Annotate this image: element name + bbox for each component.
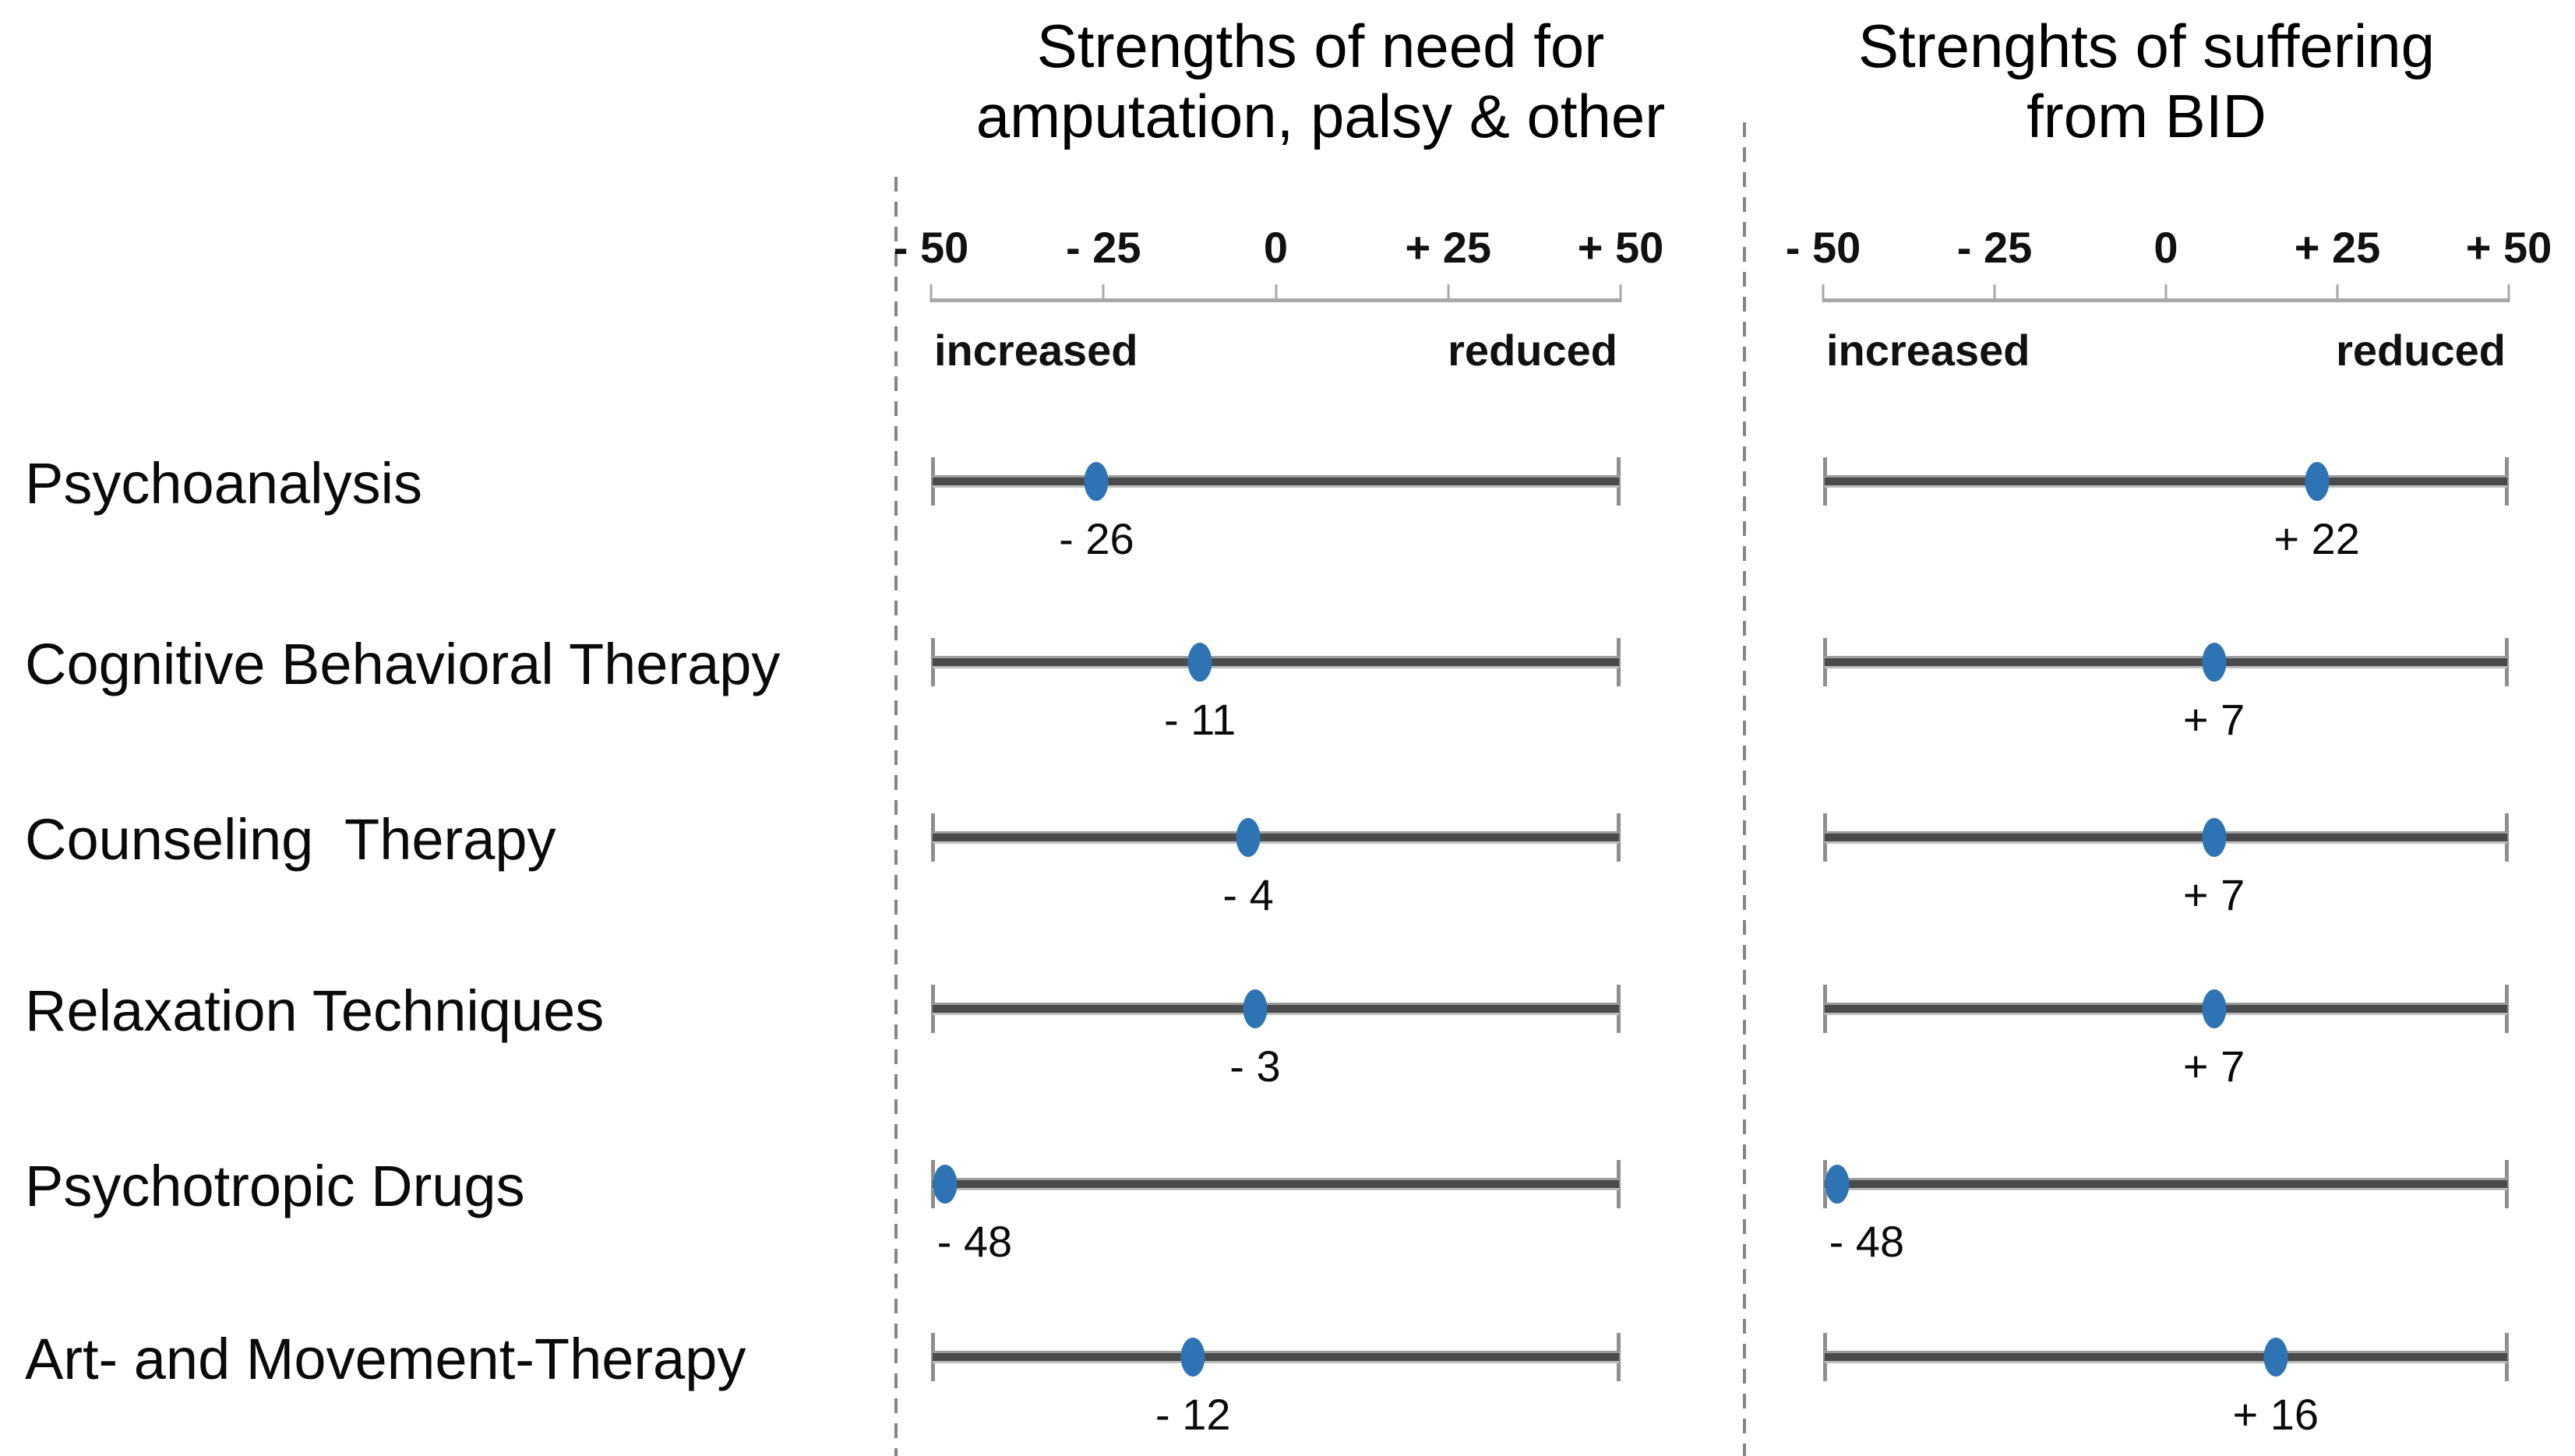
data-point-marker (2263, 1338, 2288, 1377)
data-track: - 48 (1823, 1160, 2509, 1266)
data-value-label: + 7 (2182, 695, 2245, 744)
data-point-marker (2305, 462, 2330, 501)
data-point-marker (2202, 818, 2227, 857)
category-label-relaxation: Relaxation Techniques (25, 978, 605, 1043)
data-value-label: - 48 (937, 1217, 1013, 1266)
panel-left-axis: - 50 - 25 0 + 25 + 50 increased reduced (894, 222, 1664, 386)
axis-tick-label: 0 (1263, 223, 1289, 272)
data-point-marker (1236, 818, 1261, 857)
dashed-separator-left (894, 177, 898, 1456)
axis-tick-label: + 25 (2294, 223, 2381, 272)
dashed-separator-middle (1743, 122, 1746, 1456)
data-track: - 3 (931, 985, 1621, 1091)
panel-left-title-line2: amputation, palsy & other (975, 82, 1666, 150)
track-line (933, 478, 1619, 485)
track-line (1825, 658, 2507, 666)
track-line (1825, 1180, 2507, 1188)
axis-tick-label: + 50 (1577, 223, 1664, 272)
track-line (1825, 1353, 2507, 1361)
axis-tick-label: 0 (2153, 223, 2178, 272)
track-line (1825, 478, 2507, 485)
category-label-art-movement: Art- and Movement-Therapy (25, 1327, 746, 1391)
data-track: - 12 (931, 1333, 1621, 1439)
data-track: - 11 (931, 638, 1621, 744)
data-value-label: - 26 (1059, 514, 1134, 563)
data-point-marker (2202, 643, 2227, 682)
axis-anchor-reduced: reduced (1448, 326, 1617, 375)
axis-tick-label: - 25 (1066, 223, 1141, 272)
track-line (933, 1180, 1619, 1188)
data-track: - 26 (931, 457, 1621, 563)
axis-tick-label: - 50 (893, 223, 969, 272)
data-point-marker (1243, 989, 1268, 1028)
panel-right-title-line1: Strenghts of suffering (1857, 12, 2435, 80)
data-value-label: - 12 (1155, 1390, 1231, 1439)
data-track: - 48 (931, 1160, 1621, 1266)
track-line (933, 1005, 1619, 1013)
axis-tick (2507, 284, 2510, 302)
axis-tick (1102, 284, 1105, 302)
track-line (933, 658, 1619, 666)
data-value-label: - 48 (1829, 1217, 1905, 1266)
data-track: + 16 (1823, 1333, 2509, 1439)
axis-tick-label: - 25 (1956, 223, 2033, 272)
track-line (933, 834, 1619, 841)
axis-tick-label: + 50 (2465, 223, 2552, 272)
axis-tick (929, 284, 933, 302)
panel-left-title: Strengths of need for amputation, palsy … (896, 11, 1745, 151)
data-value-label: - 3 (1229, 1042, 1281, 1091)
data-value-label: - 11 (1163, 695, 1236, 744)
data-track: - 4 (931, 813, 1621, 919)
data-point-marker (933, 1165, 958, 1204)
data-point-marker (1180, 1338, 1205, 1377)
panel-right-axis: - 50 - 25 0 + 25 + 50 increased reduced (1786, 222, 2552, 386)
axis-anchor-reduced: reduced (2336, 326, 2506, 375)
panel-right-title: Strenghts of suffering from BID (1753, 11, 2540, 151)
data-track: + 7 (1823, 638, 2509, 744)
data-point-marker (2202, 989, 2227, 1028)
data-track: + 7 (1823, 985, 2509, 1091)
axis-tick-label: + 25 (1405, 223, 1492, 272)
axis-tick (2336, 284, 2339, 302)
category-label-cbt: Cognitive Behavioral Therapy (25, 632, 781, 696)
track-line (1825, 1005, 2507, 1013)
data-value-label: + 7 (2182, 1042, 2245, 1091)
track-line (1825, 834, 2507, 841)
category-label-drugs: Psychotropic Drugs (25, 1154, 525, 1218)
category-label-counseling: Counseling Therapy (25, 807, 556, 872)
panel-left-title-line1: Strengths of need for (1036, 12, 1605, 80)
axis-tick (2164, 284, 2168, 302)
data-value-label: + 7 (2182, 870, 2245, 919)
data-point-marker (1084, 462, 1109, 501)
data-value-label: + 22 (2273, 514, 2360, 563)
data-value-label: - 4 (1222, 870, 1274, 919)
axis-scale-bar (1823, 298, 2509, 302)
axis-anchor-increased: increased (934, 326, 1138, 375)
data-track: + 7 (1823, 813, 2509, 919)
axis-tick (1619, 284, 1622, 302)
axis-tick-label: - 50 (1785, 223, 1861, 272)
axis-tick (1822, 284, 1825, 302)
track-line (933, 1353, 1619, 1361)
data-point-marker (1187, 643, 1212, 682)
data-track: + 22 (1823, 457, 2509, 563)
axis-scale-bar (931, 298, 1621, 302)
panel-right-title-line2: from BID (2026, 82, 2266, 150)
axis-tick (1275, 284, 1277, 302)
axis-tick (1993, 284, 1996, 302)
data-value-label: + 16 (2232, 1390, 2319, 1439)
data-point-marker (1825, 1165, 1850, 1204)
axis-anchor-increased: increased (1826, 326, 2030, 375)
axis-tick (1447, 284, 1450, 302)
category-label-psychoanalysis: Psychoanalysis (25, 451, 423, 516)
